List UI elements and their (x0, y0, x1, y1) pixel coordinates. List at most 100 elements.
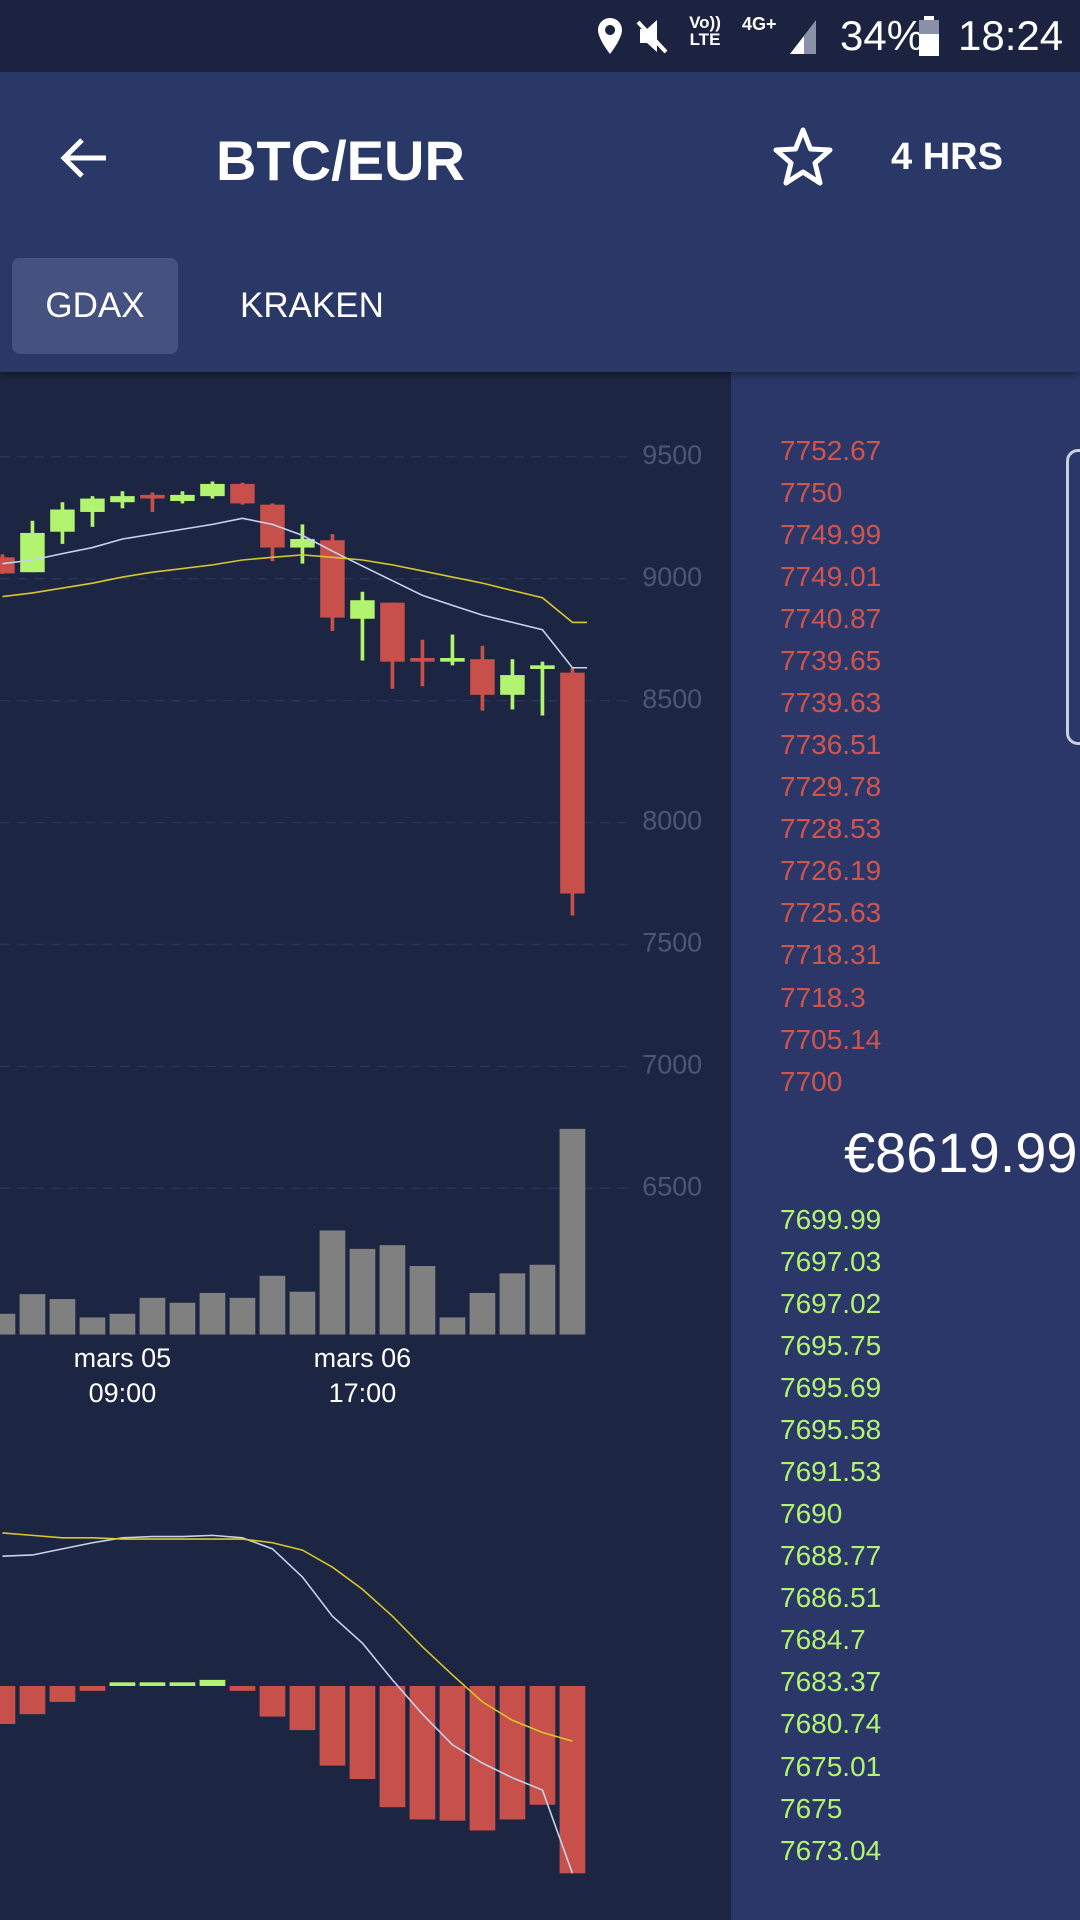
ask-price: 7705.14 (780, 1023, 882, 1055)
interval-button[interactable]: 4 HRS (891, 136, 1003, 178)
bid-price: 7675.01 (780, 1750, 882, 1782)
favorite-button[interactable] (772, 126, 834, 188)
x-tick-label: mars 06 17:00 (313, 1342, 412, 1408)
ask-price: 7726.19 (780, 855, 882, 887)
y-tick-label: 7000 (642, 1049, 702, 1079)
ask-price: 7725.63 (780, 897, 882, 929)
volume-bar (469, 1292, 496, 1335)
last-price: €8619.99 (844, 1121, 1078, 1184)
macd-bar (379, 1685, 406, 1808)
tab-selected-bg (12, 258, 178, 354)
volume-bar (499, 1273, 526, 1335)
ask-price: 7750 (780, 477, 843, 509)
drawer-handle[interactable] (1066, 449, 1080, 745)
ask-price: 7700 (780, 1065, 843, 1097)
volume-bar (139, 1297, 166, 1335)
pair-title: BTC/EUR (216, 129, 465, 192)
macd-bar (289, 1685, 316, 1731)
macd-bar (169, 1682, 196, 1686)
y-tick-label: 9500 (642, 440, 702, 470)
y-tick-label: 8500 (642, 684, 702, 714)
ask-price: 7718.31 (780, 939, 882, 971)
bid-price: 7680.74 (780, 1708, 882, 1740)
candle-body (290, 539, 315, 548)
battery-icon (919, 16, 939, 56)
candle-body (560, 672, 585, 894)
bid-price: 7684.7 (780, 1624, 866, 1656)
exchange-tab[interactable]: GDAX (45, 286, 145, 325)
ask-price: 7729.78 (780, 771, 882, 803)
candle-body (170, 494, 195, 501)
candle-body (0, 557, 15, 574)
volume-bar (259, 1275, 286, 1335)
x-tick-label: mars 05 09:00 (73, 1342, 172, 1408)
ask-price: 7736.51 (780, 729, 882, 761)
volume-bar (529, 1264, 556, 1335)
macd-bar (439, 1685, 466, 1821)
app-bar: BTC/EUR 4 HRS GDAX KRAKEN (0, 72, 1080, 372)
bid-price: 7695.69 (780, 1372, 882, 1404)
ask-price: 7739.63 (780, 687, 882, 719)
volume-bar (319, 1230, 346, 1335)
volume-bar (349, 1248, 376, 1335)
candle-body (500, 675, 525, 695)
macd-line (2, 1532, 573, 1742)
candle-body (350, 600, 375, 619)
volume-bar (409, 1265, 436, 1335)
ask-price: 7740.87 (780, 603, 882, 635)
candle-body (320, 540, 345, 618)
macd-bar (529, 1685, 556, 1805)
macd-bar (409, 1685, 436, 1820)
bid-price: 7675 (780, 1792, 843, 1824)
status-icons (598, 18, 816, 54)
ask-price: 7749.01 (780, 561, 882, 593)
macd-bar (229, 1685, 256, 1691)
network-label: Vo)) LTE (689, 13, 721, 49)
macd-bar (0, 1685, 16, 1724)
y-tick-label: 9000 (642, 562, 702, 592)
macd-bar (199, 1679, 226, 1686)
exchange-tab[interactable]: KRAKEN (240, 286, 384, 325)
bid-price: 7691.53 (780, 1456, 882, 1488)
back-button[interactable] (58, 132, 110, 184)
bid-price: 7697.03 (780, 1246, 882, 1278)
ask-price: 7752.67 (780, 435, 882, 466)
candle-body (80, 498, 105, 512)
y-tick-label: 6500 (642, 1171, 702, 1201)
moving-average (2, 554, 588, 624)
ask-price: 7718.3 (780, 981, 866, 1013)
volume-bar (439, 1317, 466, 1335)
bid-price: 7695.58 (780, 1414, 882, 1446)
volume-bar (19, 1294, 46, 1335)
macd-bar (79, 1685, 106, 1691)
candle-body (530, 665, 555, 669)
volume-bar (379, 1245, 406, 1335)
volume-bar (229, 1297, 256, 1335)
price-chart: 9500 9000 8500 8000 7500 7000 6500 (0, 440, 702, 1874)
order-book: €8619.99 7752.67 7750 7749.99 7749.01 7740.8… (731, 372, 1080, 1920)
bid-price: 7695.75 (780, 1330, 882, 1362)
volume-bar (199, 1292, 226, 1335)
bid-price: 7683.37 (780, 1666, 882, 1698)
battery-level: 34% (840, 12, 925, 59)
macd-bar (49, 1685, 76, 1702)
candle-body (380, 602, 405, 662)
macd-bar (109, 1682, 136, 1686)
volume-bar (289, 1291, 316, 1335)
ask-price: 7749.99 (780, 519, 882, 551)
volume-bar (109, 1313, 136, 1335)
moving-average (2, 517, 588, 669)
y-tick-label: 7500 (642, 928, 702, 958)
volume-bar (49, 1299, 76, 1335)
macd-bar (259, 1685, 286, 1717)
y-tick-label: 8000 (642, 806, 702, 836)
candle-body (50, 509, 75, 532)
macd-bar (319, 1685, 346, 1766)
bid-price: 7697.02 (780, 1288, 882, 1320)
candle-body (410, 658, 435, 662)
candle-body (200, 483, 225, 497)
status-bar: Vo)) LTE 4G+ 34% 18:24 (0, 0, 1080, 72)
candle-body (440, 658, 465, 662)
ask-price: 7739.65 (780, 645, 882, 677)
